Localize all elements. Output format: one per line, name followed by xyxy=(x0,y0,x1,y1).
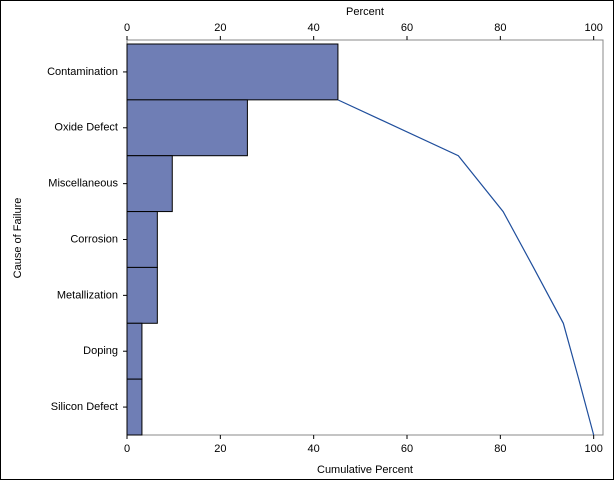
x-tick-label: 0 xyxy=(124,443,130,455)
x2-tick-label: 60 xyxy=(401,22,413,34)
y-tick-label: Miscellaneous xyxy=(48,178,118,190)
y-tick-label: Metallization xyxy=(57,289,118,301)
x2-tick-label: 40 xyxy=(308,22,320,34)
y-axis-title: Cause of Failure xyxy=(12,198,24,279)
x-axis-title: Cumulative Percent xyxy=(317,464,413,476)
bar xyxy=(126,266,158,324)
bar xyxy=(126,43,339,101)
x-tick-label: 80 xyxy=(494,443,506,455)
bar xyxy=(126,99,248,157)
x2-tick-label: 100 xyxy=(584,22,602,34)
x-tick-label: 60 xyxy=(401,443,413,455)
x2-tick-label: 0 xyxy=(124,22,130,34)
x-tick-label: 100 xyxy=(584,443,602,455)
x-tick-label: 40 xyxy=(308,443,320,455)
x2-tick-label: 80 xyxy=(494,22,506,34)
y-tick-label: Oxide Defect xyxy=(54,122,118,134)
cumulative-line xyxy=(337,99,595,436)
x-tick-label: 20 xyxy=(214,443,226,455)
bar xyxy=(126,378,143,436)
y-tick-label: Contamination xyxy=(47,66,118,78)
bar xyxy=(126,322,143,380)
bar xyxy=(126,211,158,268)
y-tick-label: Corrosion xyxy=(70,233,118,245)
x2-tick-label: 20 xyxy=(214,22,226,34)
x2-axis-title: Percent xyxy=(346,6,384,18)
y-tick-label: Silicon Defect xyxy=(51,401,118,413)
bar xyxy=(126,155,173,213)
y-tick-label: Doping xyxy=(83,345,118,357)
